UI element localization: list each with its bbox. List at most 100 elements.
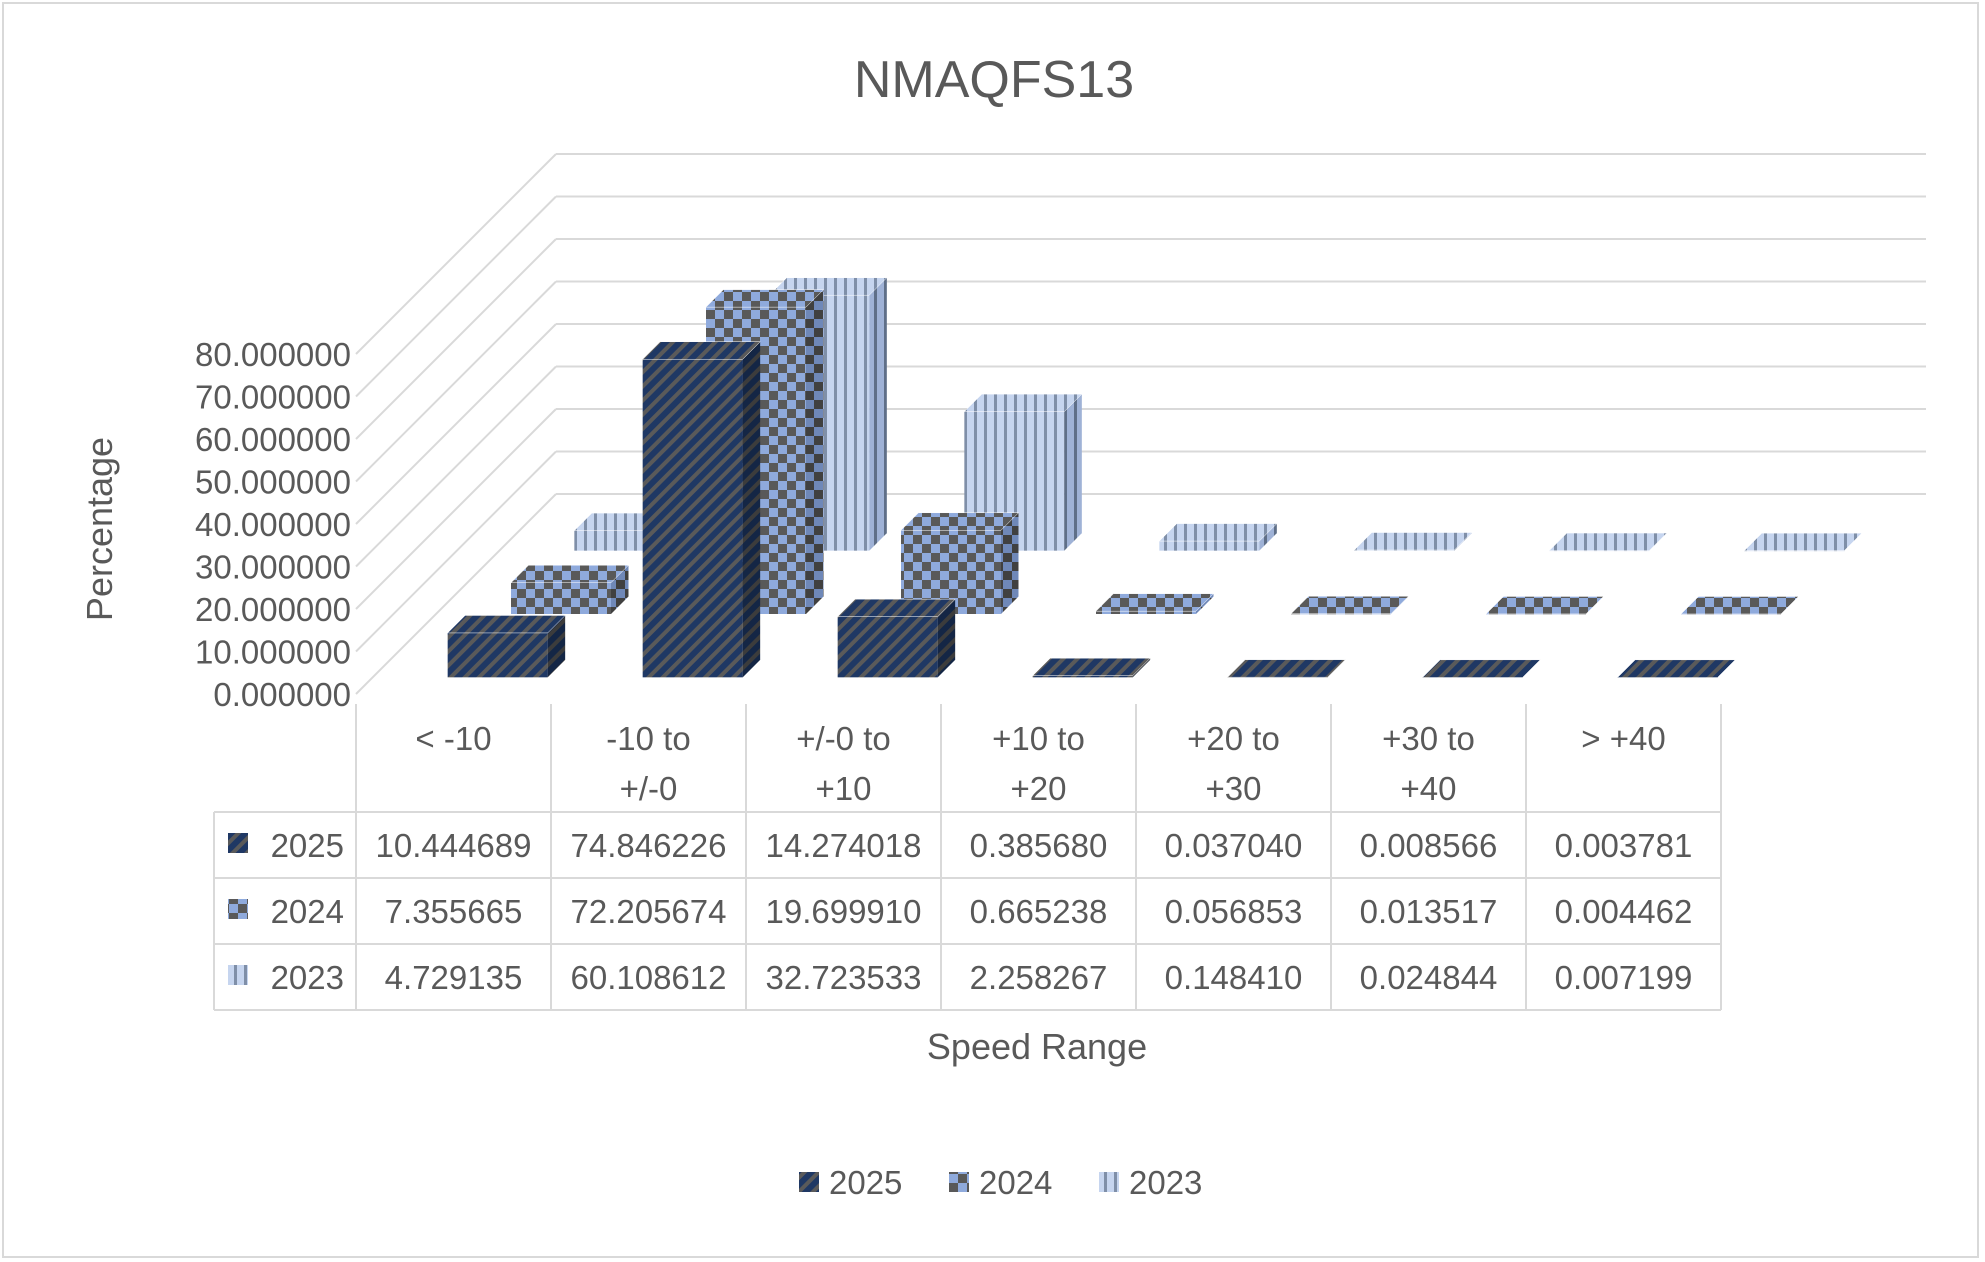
legend-label: 2025 (829, 1164, 902, 1201)
y-axis-ticks: 0.000000 10.000000 20.000000 30.000000 40.00… (195, 336, 351, 713)
bar-front (837, 616, 938, 678)
bar-top (1485, 596, 1605, 615)
legend-key (799, 1172, 819, 1192)
bar-front (1354, 550, 1455, 551)
bar-top (1680, 596, 1800, 615)
table-legend-key (228, 833, 248, 853)
table-cell: 0.004462 (1555, 893, 1693, 930)
bar-2023-5 (1548, 532, 1668, 552)
gridline-side (355, 280, 557, 483)
bar-2024-3 (1095, 593, 1215, 614)
table-header-label: +40 (1401, 770, 1457, 807)
bar-front (1032, 675, 1133, 678)
table-cell: 0.665238 (970, 893, 1108, 930)
bar-top (900, 512, 1020, 531)
table-cell: 0.008566 (1360, 827, 1498, 864)
table-header-label: +30 to (1382, 720, 1475, 757)
y-axis-label: Percentage (79, 437, 120, 621)
bar-top (1032, 657, 1151, 676)
table-cell: 0.003781 (1555, 827, 1693, 864)
table-cell: 0.148410 (1165, 959, 1303, 996)
gridline-side (355, 408, 557, 610)
bar-top (1743, 532, 1863, 551)
bar-top (963, 393, 1083, 412)
bar-front (1096, 611, 1196, 614)
chart-svg: NMAQFS13 Percentage Speed Range 0.000000… (79, 51, 1926, 1201)
bar-side (742, 341, 761, 678)
bar-2023-6 (1743, 532, 1863, 552)
table-cell: 0.013517 (1360, 893, 1498, 930)
y-tick-label: 30.000000 (195, 549, 351, 586)
gridline-side (355, 153, 557, 355)
bar-side (1001, 512, 1019, 614)
bar-top (705, 289, 825, 308)
table-cell: 19.699910 (766, 893, 922, 930)
gridline-side (355, 323, 557, 525)
legend-key (949, 1172, 969, 1192)
table-legend-key (228, 899, 248, 919)
bar-side (1196, 593, 1214, 614)
y-tick-label: 80.000000 (195, 336, 351, 373)
table-cell: 74.846226 (571, 827, 727, 864)
bar-side (869, 277, 887, 551)
bar-2025-3 (1032, 657, 1151, 678)
gridline-side (355, 450, 557, 653)
table-cell: 0.024844 (1360, 959, 1498, 996)
chart-title: NMAQFS13 (854, 51, 1134, 109)
bar-side (1064, 394, 1082, 551)
bar-front (511, 582, 611, 614)
table-header-label: +20 to (1187, 720, 1280, 757)
bar-2025-6 (1617, 659, 1736, 678)
bar-side (1132, 658, 1151, 678)
y-tick-label: 70.000000 (195, 379, 351, 416)
bar-2024-6 (1680, 596, 1800, 615)
y-tick-label: 20.000000 (195, 591, 351, 628)
table-cell: 2.258267 (970, 959, 1108, 996)
bars (447, 277, 1863, 678)
bar-2025-4 (1227, 659, 1346, 678)
bar-2025-1 (642, 341, 761, 678)
bar-side (611, 565, 629, 614)
bar-front (447, 632, 548, 678)
table-cell: 32.723533 (766, 959, 922, 996)
x-axis-label: Speed Range (927, 1026, 1147, 1067)
bar-2024-4 (1290, 596, 1410, 615)
table-header-label: < -10 (415, 720, 491, 757)
bar-top (510, 564, 630, 583)
bar-2024-5 (1485, 596, 1605, 615)
bar-side (937, 599, 956, 678)
table-header-label: +10 (816, 770, 872, 807)
gridline-side (355, 238, 557, 440)
table-row-label: 2024 (271, 893, 344, 930)
bar-front (1159, 541, 1260, 551)
data-table: < -10 -10 to +/-0 +/-0 to +10 +10 to +20 +20 to… (213, 704, 1722, 1011)
bar-2025-5 (1422, 659, 1541, 678)
bar-top (1290, 596, 1410, 615)
bar-2024-2 (900, 512, 1020, 614)
bar-top (1227, 659, 1346, 678)
y-tick-label: 50.000000 (195, 464, 351, 501)
bar-top (1095, 593, 1215, 612)
y-tick-label: 40.000000 (195, 506, 351, 543)
bar-top (447, 615, 566, 634)
gridline-side (355, 493, 557, 695)
bar-top (642, 341, 761, 360)
table-cell: 10.444689 (376, 827, 532, 864)
table-cell: 60.108612 (571, 959, 727, 996)
bar-2025-2 (837, 598, 956, 678)
table-header-label: +/-0 (620, 770, 678, 807)
bar-2023-4 (1353, 532, 1473, 551)
y-tick-label: 0.000000 (213, 676, 351, 713)
y-tick-label: 10.000000 (195, 634, 351, 671)
legend: 2025 2024 2023 (799, 1164, 1202, 1201)
table-header-label: +/-0 to (796, 720, 890, 757)
table-header-label: +30 (1206, 770, 1262, 807)
bar-top (1353, 532, 1473, 551)
bar-2024-0 (510, 564, 630, 614)
table-cell: 14.274018 (766, 827, 922, 864)
table-header-label: +10 to (992, 720, 1085, 757)
bar-side (1259, 523, 1277, 551)
table-header-label: > +40 (1581, 720, 1665, 757)
table-cell: 72.205674 (571, 893, 727, 930)
bar-2023-3 (1158, 523, 1278, 551)
